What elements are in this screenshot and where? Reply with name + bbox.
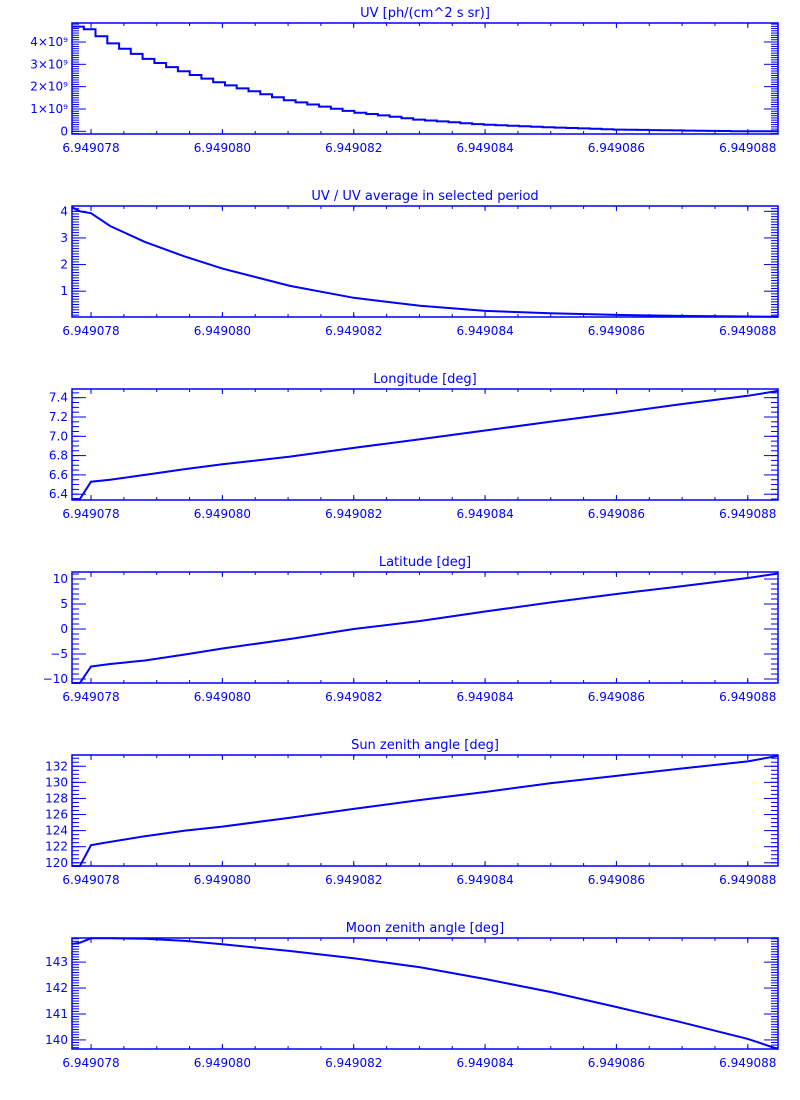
- panel-1: UV [ph/(cm^2 s sr)] 0 1×10⁹ 2×10⁹ 3×10⁹ 4×10⁹…: [30, 6, 779, 155]
- y-tick-label: 10: [53, 572, 68, 586]
- y-tick-label: 128: [45, 791, 68, 805]
- x-tick-label: 6.949082: [325, 873, 382, 887]
- y-tick-label: −10: [43, 672, 68, 686]
- y-tick-label: 130: [45, 775, 68, 789]
- series-line: [71, 206, 779, 318]
- plot-frame: [71, 388, 779, 501]
- y-tick-label: 6.8: [49, 449, 68, 463]
- y-tick-label: 1: [60, 284, 68, 298]
- x-tick-label: 6.949078: [62, 324, 119, 338]
- x-tick-label: 6.949086: [588, 690, 645, 704]
- y-tick-label: −5: [50, 647, 68, 661]
- y-tick-label: 4: [60, 204, 68, 218]
- x-tick-label: 6.949080: [194, 324, 251, 338]
- y-tick-label: 0: [60, 124, 68, 138]
- x-tick-label: 6.949084: [456, 873, 513, 887]
- panel-title: Longitude [deg]: [373, 372, 476, 387]
- y-tick-label: 140: [45, 1033, 68, 1047]
- series-line: [72, 572, 779, 684]
- x-tick-label: 6.949082: [325, 324, 382, 338]
- y-tick-label: 2: [60, 258, 68, 272]
- panel-2: UV / UV average in selected period 1 2 3 4 6.…: [60, 189, 779, 338]
- x-tick-label: 6.949084: [456, 1056, 513, 1070]
- series-line: [72, 25, 778, 133]
- x-tick-label: 6.949078: [62, 141, 119, 155]
- y-tick-label: 7.0: [49, 429, 68, 443]
- panel-title: Sun zenith angle [deg]: [351, 738, 499, 753]
- plot-frame: [71, 937, 779, 1050]
- y-tick-label: 0: [60, 622, 68, 636]
- x-tick-label: 6.949086: [588, 324, 645, 338]
- x-tick-label: 6.949078: [62, 507, 119, 521]
- x-tick-label: 6.949086: [588, 141, 645, 155]
- y-tick-label: 124: [45, 824, 68, 838]
- panel-title: Latitude [deg]: [379, 555, 471, 570]
- y-tick-label: 132: [45, 759, 68, 773]
- x-tick-label: 6.949082: [325, 690, 382, 704]
- x-tick-label: 6.949084: [456, 507, 513, 521]
- series-line: [71, 937, 779, 1050]
- x-tick-label: 6.949088: [719, 507, 776, 521]
- x-tick-label: 6.949088: [719, 690, 776, 704]
- y-tick-label: 120: [45, 856, 68, 870]
- panel-6: Moon zenith angle [deg] 140 141 142 143 6.949…: [45, 921, 779, 1070]
- plot-frame: [71, 754, 779, 867]
- panel-title: UV [ph/(cm^2 s sr)]: [360, 6, 490, 21]
- x-tick-label: 6.949080: [194, 873, 251, 887]
- plot-frame: [71, 205, 779, 318]
- panel-5: Sun zenith angle [deg] 120 122 124 126 128 130…: [45, 738, 779, 887]
- x-tick-label: 6.949078: [62, 873, 119, 887]
- y-tick-label: 2×10⁹: [30, 80, 68, 94]
- y-tick-label: 126: [45, 808, 68, 822]
- x-tick-label: 6.949084: [456, 141, 513, 155]
- x-tick-label: 6.949082: [325, 1056, 382, 1070]
- y-tick-label: 4×10⁹: [30, 35, 68, 49]
- x-tick-label: 6.949082: [325, 507, 382, 521]
- x-tick-label: 6.949082: [325, 141, 382, 155]
- y-tick-label: 6.4: [49, 487, 68, 501]
- x-tick-label: 6.949088: [719, 141, 776, 155]
- y-tick-label: 7.4: [49, 391, 68, 405]
- x-tick-label: 6.949084: [456, 690, 513, 704]
- panel-title: Moon zenith angle [deg]: [346, 921, 504, 936]
- plot-frame: [71, 571, 779, 684]
- series-line: [72, 389, 779, 500]
- x-tick-label: 6.949078: [62, 1056, 119, 1070]
- x-tick-label: 6.949080: [194, 1056, 251, 1070]
- plot-frame: [71, 22, 779, 135]
- x-tick-label: 6.949088: [719, 873, 776, 887]
- x-tick-label: 6.949088: [719, 324, 776, 338]
- y-tick-label: 3: [60, 231, 68, 245]
- x-tick-label: 6.949088: [719, 1056, 776, 1070]
- x-tick-label: 6.949084: [456, 324, 513, 338]
- y-tick-label: 5: [60, 597, 68, 611]
- x-tick-label: 6.949086: [588, 1056, 645, 1070]
- x-tick-label: 6.949086: [588, 873, 645, 887]
- x-tick-label: 6.949080: [194, 690, 251, 704]
- series-line: [72, 754, 779, 867]
- y-tick-label: 3×10⁹: [30, 57, 68, 71]
- panel-3: Longitude [deg] 6.4 6.6 6.8 7.0 7.2 7.4 6.94907…: [49, 372, 779, 521]
- y-tick-label: 143: [45, 955, 68, 969]
- y-tick-label: 142: [45, 981, 68, 995]
- x-tick-label: 6.949080: [194, 507, 251, 521]
- panel-title: UV / UV average in selected period: [311, 189, 538, 204]
- y-tick-label: 6.6: [49, 468, 68, 482]
- y-tick-label: 1×10⁹: [30, 102, 68, 116]
- x-tick-label: 6.949078: [62, 690, 119, 704]
- x-tick-label: 6.949086: [588, 507, 645, 521]
- y-tick-label: 141: [45, 1007, 68, 1021]
- panel-4: Latitude [deg] −10 −5 0 5 10 6.949078 6.949080 6…: [43, 555, 779, 704]
- y-tick-label: 7.2: [49, 410, 68, 424]
- y-tick-label: 122: [45, 840, 68, 854]
- x-tick-label: 6.949080: [194, 141, 251, 155]
